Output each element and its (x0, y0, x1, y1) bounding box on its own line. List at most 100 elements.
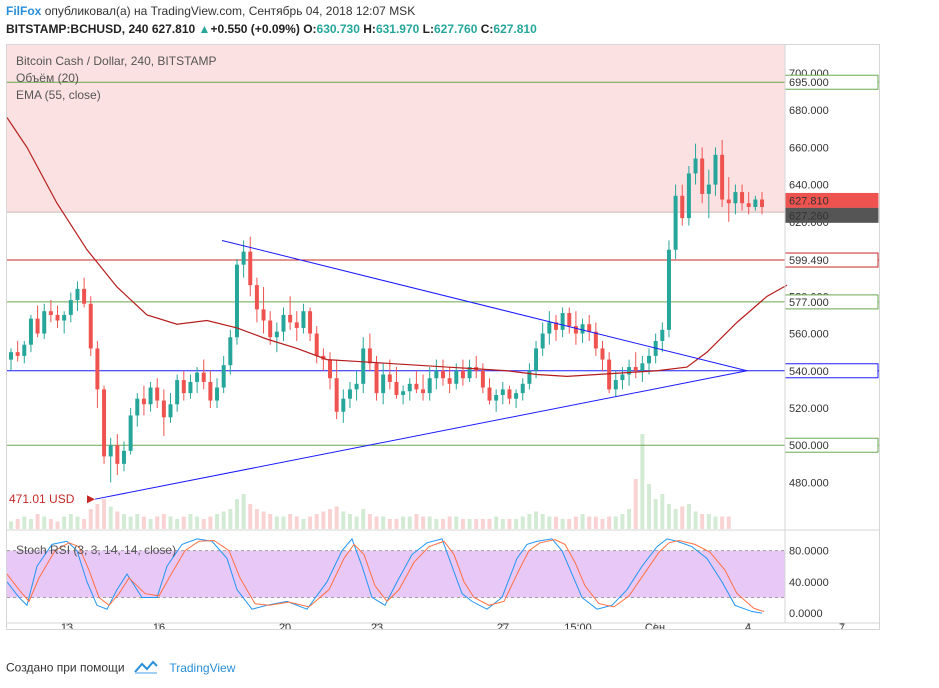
volume-bar (215, 514, 220, 529)
volume-bar (514, 519, 519, 529)
volume-bar (195, 516, 200, 529)
low-arrow-icon (87, 495, 95, 504)
publish-header: FilFox опубликовал(а) на TradingView.com… (6, 4, 415, 18)
candle-body (407, 383, 412, 392)
author-name[interactable]: FilFox (6, 4, 42, 18)
volume-bar (155, 516, 160, 529)
chart-container[interactable]: 0.00%(625.23471.01 USD 700.000680.000660… (6, 44, 880, 634)
volume-bar (82, 519, 87, 529)
volume-bar (254, 509, 259, 529)
volume-bar (181, 516, 186, 529)
volume-bar (334, 506, 339, 529)
candle-body (108, 445, 113, 457)
candle-body (68, 300, 73, 315)
volume-bar (241, 494, 246, 529)
volume-bar (680, 506, 685, 529)
candle-body (155, 387, 160, 401)
volume-bar (633, 479, 638, 529)
candle-body (175, 380, 180, 405)
candle-body (726, 199, 731, 204)
triangle-lower-line (94, 370, 748, 500)
time-tick-label: 4 (745, 622, 751, 629)
volume-bar (720, 516, 725, 529)
volume-bar (62, 516, 67, 529)
candle-body (288, 314, 293, 323)
time-tick-label: 7 (839, 622, 845, 629)
tradingview-logo-icon[interactable] (134, 660, 158, 677)
volume-bar (587, 516, 592, 529)
candle-body (580, 324, 585, 334)
volume-bar (454, 516, 459, 529)
tradingview-link[interactable]: TradingView (169, 660, 236, 675)
volume-bar (268, 514, 273, 529)
volume-bar (294, 516, 299, 529)
candle-body (62, 314, 67, 321)
candle-body (294, 322, 299, 328)
chart-svg[interactable]: 0.00%(625.23471.01 USD 700.000680.000660… (6, 45, 879, 634)
candle-body (753, 199, 758, 207)
stoch-k-line (6, 537, 763, 614)
main-series-legend: Bitcoin Cash / Dollar, 240, BITSTAMP (16, 54, 217, 68)
ema-line (6, 117, 788, 377)
candle-body (354, 383, 359, 390)
candle-body (507, 389, 512, 399)
candle-body (241, 251, 246, 265)
candle-body (447, 378, 452, 384)
candle-body (115, 445, 120, 464)
candle-body (620, 374, 625, 381)
volume-bar (22, 516, 27, 529)
volume-bar (308, 516, 313, 529)
candle-body (567, 313, 572, 327)
candle-body (88, 303, 93, 349)
candle-body (414, 383, 419, 390)
time-tick-label: 13 (61, 622, 73, 629)
candle-body (686, 173, 691, 219)
candle-body (460, 370, 465, 379)
volume-bar (607, 516, 612, 529)
volume-bar (647, 484, 652, 529)
up-arrow-icon: ▲ (198, 22, 211, 36)
candle-body (48, 311, 53, 315)
candle-body (268, 320, 273, 338)
volume-bar (580, 514, 585, 529)
created-with-text: Создано при помощи (6, 660, 125, 675)
symbol-label: BITSTAMP:BCHUSD, 240 (6, 22, 149, 36)
price-tag-label: 540.000 (789, 366, 829, 378)
candle-body (254, 285, 259, 310)
volume-bar (95, 504, 100, 529)
candle-body (221, 365, 226, 388)
volume-bar (467, 519, 472, 529)
volume-bar (600, 519, 605, 529)
volume-bar (706, 514, 711, 529)
candle-body (746, 203, 751, 207)
candle-body (700, 158, 705, 194)
volume-bar (55, 521, 60, 529)
candle-body (361, 348, 366, 384)
candle-body (82, 288, 87, 304)
candle-body (334, 378, 339, 412)
price-tag-label: 500.000 (789, 440, 829, 452)
time-tick-label: 23 (371, 622, 383, 629)
stoch-rsi-legend: Stoch RSI (3, 3, 14, 14, close) (16, 543, 176, 557)
candle-body (587, 324, 592, 332)
candle-body (128, 415, 133, 451)
candle-body (613, 380, 618, 390)
volume-bar (627, 509, 632, 529)
volume-bar (208, 516, 213, 529)
candle-body (514, 393, 519, 399)
candle-body (201, 372, 206, 382)
volume-bar (407, 516, 412, 529)
candle-body (693, 158, 698, 174)
candle-body (527, 370, 532, 384)
volume-bar (261, 511, 266, 529)
candle-body (181, 380, 186, 394)
volume-bar (573, 516, 578, 529)
volume-bar (401, 516, 406, 529)
candle-body (75, 288, 80, 301)
candle-body (560, 313, 565, 330)
volume-bar (35, 514, 40, 529)
candle-body (188, 381, 193, 394)
volume-bar (121, 514, 126, 529)
candle-body (301, 311, 306, 328)
price-tag-label: 577.000 (789, 297, 829, 309)
